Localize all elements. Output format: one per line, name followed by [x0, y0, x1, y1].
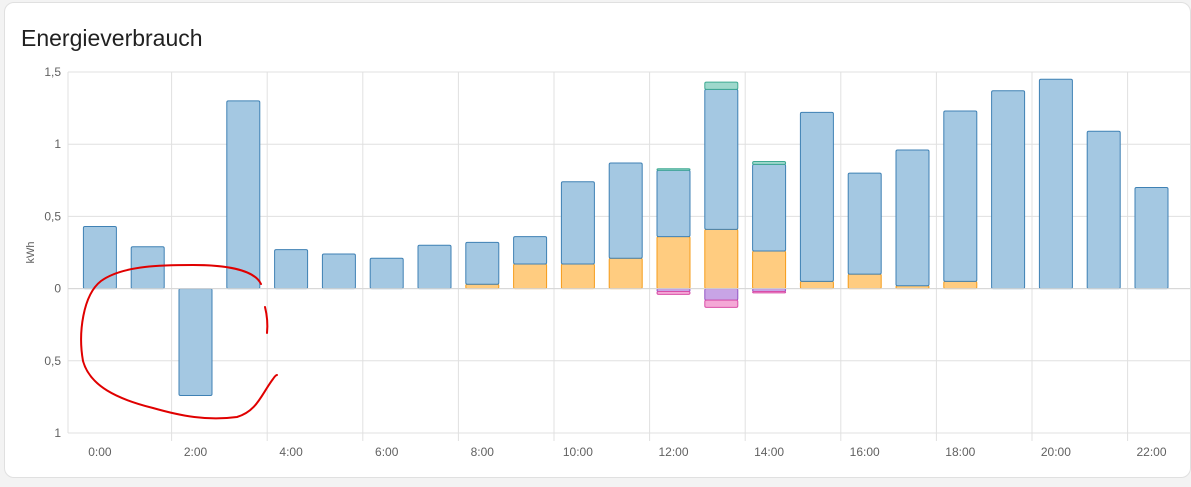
y-tick-label: 1 [54, 137, 61, 151]
red-annotation-loop [80, 263, 278, 420]
bar[interactable] [704, 299, 739, 308]
bar[interactable] [608, 162, 643, 259]
bar[interactable] [226, 100, 261, 290]
card-title: Energieverbrauch [21, 25, 203, 51]
x-tick-label: 14:00 [754, 445, 784, 459]
red-annotation-stroke [264, 306, 269, 334]
x-tick-label: 4:00 [279, 445, 303, 459]
bar[interactable] [799, 111, 834, 282]
bar[interactable] [895, 149, 930, 287]
bar[interactable] [82, 226, 117, 290]
energy-usage-card: Energieverbrauch 1,5 1 0,5 0 0,5 1 kWh 0:00 2:00… [4, 2, 1191, 478]
bar[interactable] [656, 169, 691, 238]
bar[interactable] [178, 288, 213, 396]
bar[interactable] [943, 280, 978, 290]
bar[interactable] [513, 263, 548, 290]
bar[interactable] [1134, 187, 1169, 290]
bar[interactable] [847, 273, 882, 290]
x-tick-label: 8:00 [471, 445, 495, 459]
bar[interactable] [991, 90, 1026, 290]
x-tick-label: 20:00 [1041, 445, 1071, 459]
bar[interactable] [465, 241, 500, 285]
bar[interactable] [752, 290, 787, 294]
bar[interactable] [465, 283, 500, 290]
x-tick-label: 18:00 [945, 445, 975, 459]
bar[interactable] [656, 290, 691, 295]
energy-usage-chart: 1,5 1 0,5 0 0,5 1 kWh 0:00 2:00 4:00 6:00 8:00 10:00… [25, 65, 1190, 459]
bar[interactable] [752, 250, 787, 290]
bar[interactable] [943, 110, 978, 282]
y-tick-label: 1 [54, 426, 61, 440]
x-tick-label: 10:00 [563, 445, 593, 459]
bar[interactable] [752, 163, 787, 252]
y-tick-label: 0 [54, 282, 61, 296]
bar[interactable] [369, 257, 404, 290]
bar[interactable] [656, 236, 691, 290]
bar[interactable] [704, 228, 739, 290]
bar[interactable] [656, 168, 691, 171]
bar[interactable] [513, 236, 548, 265]
x-tick-label: 22:00 [1136, 445, 1166, 459]
y-tick-label: 1,5 [44, 65, 61, 79]
x-tick-label: 6:00 [375, 445, 399, 459]
bar[interactable] [560, 181, 595, 265]
bar[interactable] [704, 288, 739, 301]
y-tick-label: 0,5 [44, 209, 61, 223]
bar[interactable] [752, 161, 787, 165]
x-tick-label: 12:00 [658, 445, 688, 459]
y-axis-title: kWh [25, 242, 37, 264]
bar[interactable] [1086, 130, 1121, 290]
bar[interactable] [1038, 78, 1073, 290]
bar[interactable] [417, 244, 452, 290]
bar[interactable] [274, 249, 309, 290]
bar[interactable] [608, 257, 643, 290]
bar[interactable] [799, 280, 834, 290]
y-tick-label: 0,5 [44, 354, 61, 368]
bar[interactable] [321, 253, 356, 290]
bar[interactable] [704, 81, 739, 90]
bar[interactable] [704, 88, 739, 230]
x-tick-label: 0:00 [88, 445, 112, 459]
bar[interactable] [847, 172, 882, 275]
x-tick-label: 2:00 [184, 445, 208, 459]
x-tick-label: 16:00 [850, 445, 880, 459]
bar[interactable] [560, 263, 595, 290]
